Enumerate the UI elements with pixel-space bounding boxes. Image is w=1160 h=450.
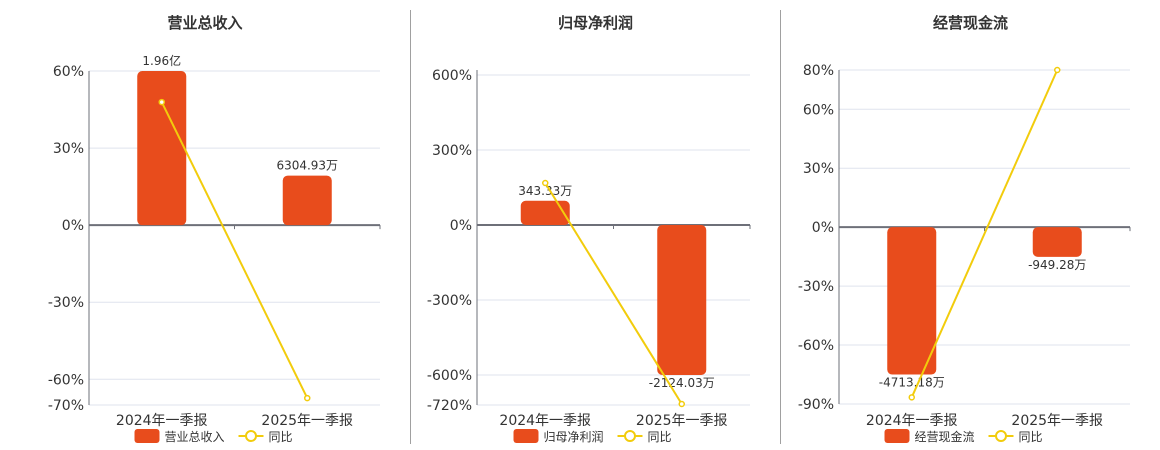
chart-panel-cash-flow: 经营现金流 80% 60% 30% 0% -30% -60% -90% -4713.18万 20… <box>781 0 1160 450</box>
y-tick-label: 30% <box>53 141 84 157</box>
x-tick-label: 2025年一季报 <box>636 413 728 429</box>
bar <box>137 71 187 226</box>
y-tick-label: -30% <box>798 279 834 295</box>
bar <box>887 227 937 375</box>
y-tick-label: -60% <box>798 338 834 354</box>
y-tick-label: 300% <box>432 143 472 159</box>
legend-bar-label: 经营现金流 <box>915 429 975 444</box>
y-tick-label: 0% <box>450 218 472 234</box>
chart-revenue: 60% 30% 0% -30% -60% -70% 1.96亿 2024年一季报 6304.93… <box>48 53 381 444</box>
x-tick-label: 2024年一季报 <box>866 413 958 429</box>
legend-line-label: 同比 <box>648 430 672 444</box>
line-point <box>542 179 549 187</box>
x-tick-label: 2024年一季报 <box>499 413 591 429</box>
bar <box>520 200 570 225</box>
line-point <box>304 394 311 402</box>
line-series-yoy <box>544 182 683 405</box>
divider <box>410 10 411 444</box>
y-tick-label: 0% <box>812 220 834 236</box>
line-point <box>908 394 915 401</box>
y-tick-label: 60% <box>53 64 84 80</box>
line-point <box>678 400 685 408</box>
legend-line-label: 同比 <box>1019 430 1043 444</box>
y-tick-label: -600% <box>427 368 472 384</box>
y-tick-label: -60% <box>48 372 84 388</box>
bar <box>282 175 332 226</box>
divider <box>780 10 781 444</box>
chart-title: 归母净利润 <box>557 14 633 32</box>
y-tick-label: 600% <box>432 68 472 84</box>
y-tick-label: 30% <box>803 161 834 177</box>
line-point <box>1054 66 1061 74</box>
x-tick-label: 2025年一季报 <box>261 413 353 429</box>
bar-data-label: -4713.18万 <box>879 376 945 390</box>
legend-bar-label: 归母净利润 <box>544 430 604 444</box>
y-tick-label: -720% <box>427 398 472 414</box>
y-tick-label: 0% <box>62 218 84 234</box>
bar <box>1032 227 1082 257</box>
bar-data-label: -949.28万 <box>1028 258 1086 272</box>
line-series-yoy <box>910 69 1059 398</box>
legend-line-marker <box>995 430 1007 442</box>
y-tick-label: -90% <box>798 397 834 413</box>
bar-data-label: 1.96亿 <box>142 53 181 68</box>
y-tick-label: -70% <box>48 398 84 414</box>
chart-panel-revenue: 营业总收入 60% 30% 0% -30% -60% -70% 1.96亿 2024年一季报 6… <box>0 0 410 450</box>
line-point <box>158 98 165 106</box>
x-tick-label: 2024年一季报 <box>116 413 208 429</box>
bar-data-label: 343.33万 <box>518 184 572 198</box>
chart-net-profit: 600% 300% 0% -300% -600% -720% 343.33万 2024年一季报… <box>427 68 751 444</box>
y-tick-label: -30% <box>48 295 84 311</box>
bar <box>657 225 707 375</box>
chart-cash-flow: 80% 60% 30% 0% -30% -60% -90% -4713.18万 2024年一季报… <box>798 63 1131 444</box>
chart-panel-net-profit: 归母净利润 600% 300% 0% -300% -600% -720% 343.33万 20… <box>411 0 780 450</box>
y-tick-label: -300% <box>427 293 472 309</box>
legend-line-marker <box>245 430 257 442</box>
legend-line-marker <box>624 430 636 442</box>
legend-bar-swatch <box>884 429 910 443</box>
y-tick-label: 60% <box>803 102 834 118</box>
line-series-yoy <box>160 101 309 399</box>
y-tick-label: 80% <box>803 63 834 79</box>
legend-bar-label: 营业总收入 <box>165 430 225 444</box>
bar-data-label: -2124.03万 <box>649 376 715 390</box>
x-tick-label: 2025年一季报 <box>1011 413 1103 429</box>
legend-bar-swatch <box>513 429 539 443</box>
bar-data-label: 6304.93万 <box>276 159 338 173</box>
legend-bar-swatch <box>134 429 160 443</box>
chart-title: 营业总收入 <box>167 14 243 32</box>
legend-line-label: 同比 <box>269 430 293 444</box>
chart-title: 经营现金流 <box>932 14 1008 32</box>
